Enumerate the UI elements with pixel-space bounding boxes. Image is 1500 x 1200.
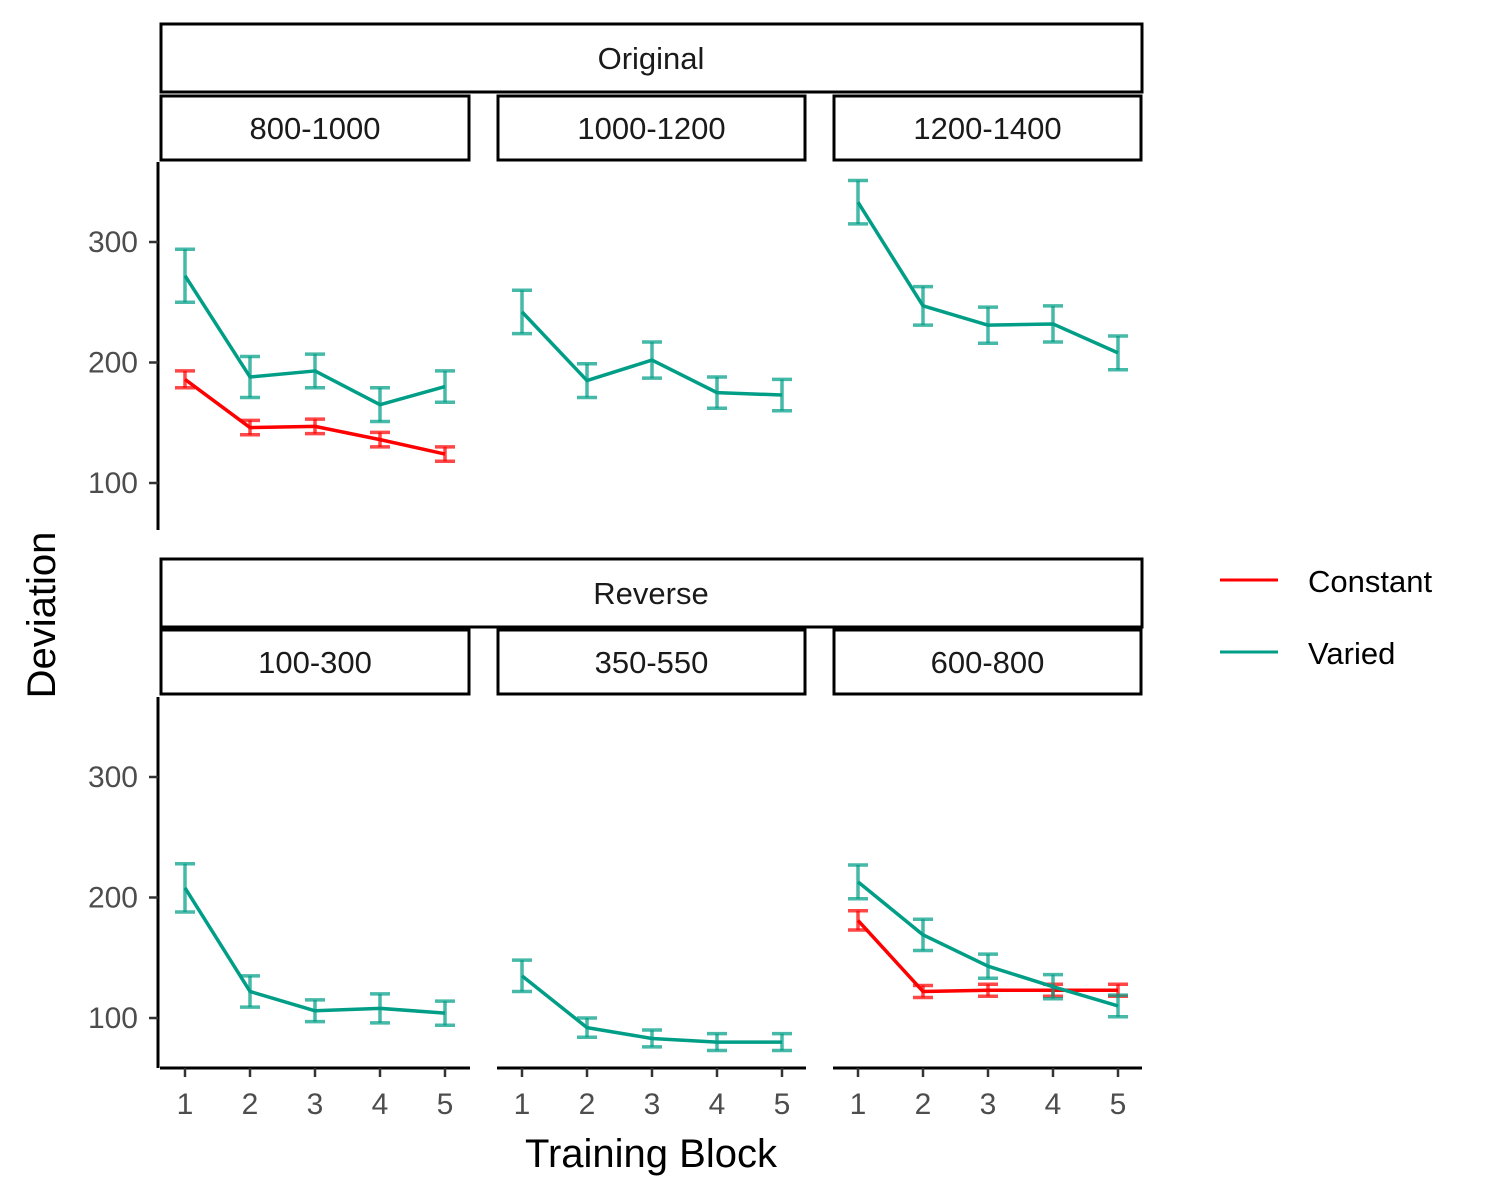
group-strip-label-reverse: Reverse — [593, 576, 708, 611]
y-tick-label-original-100: 100 — [88, 467, 138, 500]
panel-strip-label-800-1000: 800-1000 — [249, 111, 380, 146]
x-tick-label-600-800-2: 2 — [915, 1088, 932, 1121]
x-tick-label-100-300-3: 3 — [307, 1088, 324, 1121]
legend-label-constant: Constant — [1308, 564, 1432, 599]
x-tick-label-350-550-5: 5 — [774, 1088, 791, 1121]
series-line-100-300-varied — [183, 886, 446, 1015]
y-tick-label-original-300: 300 — [88, 226, 138, 259]
y-axis-title: Deviation — [20, 532, 64, 699]
series-line-350-550-varied — [520, 974, 782, 1044]
x-tick-label-350-550-4: 4 — [709, 1088, 726, 1121]
series-line-800-1000-varied — [183, 274, 446, 407]
x-tick-label-350-550-2: 2 — [579, 1088, 596, 1121]
x-tick-label-100-300-4: 4 — [372, 1088, 389, 1121]
panel-strip-100-300 — [159, 628, 471, 696]
y-tick-label-reverse-300: 300 — [88, 761, 138, 794]
y-tick-label-reverse-100: 100 — [88, 1002, 138, 1035]
x-tick-label-600-800-5: 5 — [1110, 1088, 1127, 1121]
panel-strip-label-1000-1200: 1000-1200 — [577, 111, 725, 146]
x-tick-label-100-300-2: 2 — [242, 1088, 259, 1121]
x-tick-label-100-300-1: 1 — [177, 1088, 194, 1121]
x-tick-label-350-550-3: 3 — [644, 1088, 661, 1121]
x-tick-label-100-300-5: 5 — [437, 1088, 454, 1121]
panel-strip-1000-1200 — [496, 94, 807, 162]
panel-strip-label-100-300: 100-300 — [258, 645, 372, 680]
legend-label-varied: Varied — [1308, 636, 1395, 671]
x-tick-label-600-800-1: 1 — [850, 1088, 867, 1121]
series-line-800-1000-constant — [183, 377, 446, 456]
panel-strip-1200-1400 — [832, 94, 1143, 162]
panel-strip-label-350-550: 350-550 — [595, 645, 709, 680]
panel-strip-label-600-800: 600-800 — [931, 645, 1045, 680]
series-line-1200-1400-varied — [856, 201, 1119, 355]
x-tick-label-350-550-1: 1 — [514, 1088, 531, 1121]
panel-strip-label-1200-1400: 1200-1400 — [913, 111, 1061, 146]
panel-strip-600-800 — [832, 628, 1143, 696]
x-tick-label-600-800-3: 3 — [980, 1088, 997, 1121]
panels-layer: Original 100 200 300 800-1000 1000-1200 1200-1… — [88, 22, 1144, 1121]
series-line-600-800-varied — [856, 880, 1119, 1008]
panel-strip-800-1000 — [159, 94, 471, 162]
series-line-600-800-constant — [856, 919, 1118, 994]
group-strip-original — [159, 22, 1144, 94]
y-tick-label-reverse-200: 200 — [88, 882, 138, 915]
legend: Constant Varied — [1220, 564, 1432, 671]
series-line-1000-1200-varied — [520, 310, 783, 397]
group-strip-label-original: Original — [598, 41, 705, 76]
group-strip-reverse — [159, 557, 1144, 629]
x-axis-title: Training Block — [525, 1132, 778, 1176]
x-tick-label-600-800-4: 4 — [1045, 1088, 1062, 1121]
y-tick-label-original-200: 200 — [88, 347, 138, 380]
panel-strip-350-550 — [496, 628, 807, 696]
